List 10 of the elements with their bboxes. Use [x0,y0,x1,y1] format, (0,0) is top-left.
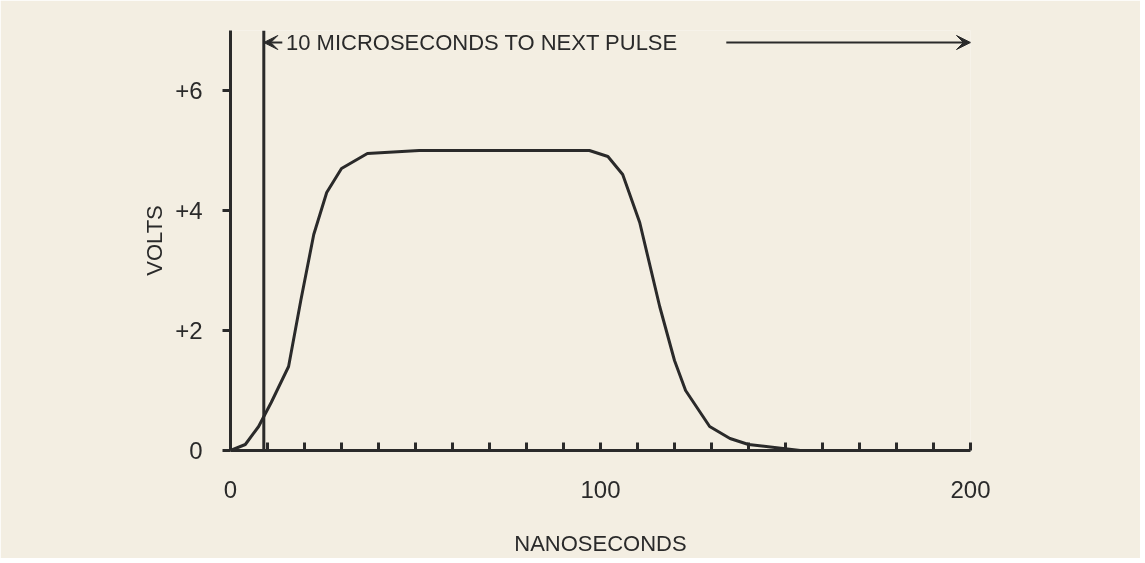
x-tick-label: 100 [580,475,621,503]
x-tick-label: 200 [950,475,991,503]
y-tick-label: +2 [175,317,203,344]
y-tick-label: +4 [175,197,203,224]
y-axis-title: VOLTS [142,205,168,276]
ref-line-label: 10 MICROSECONDS TO NEXT PULSE [286,30,678,55]
y-tick-label: +6 [175,77,203,104]
x-axis-title: NANOSECONDS [514,530,687,556]
x-tick-label: 0 [223,475,238,503]
y-tick-label: 0 [189,437,203,464]
